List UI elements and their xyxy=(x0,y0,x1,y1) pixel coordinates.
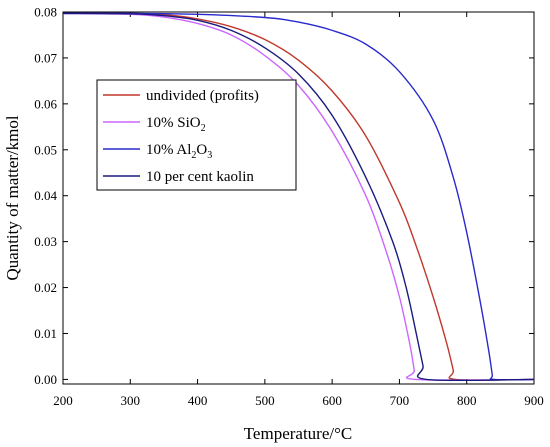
x-tick-label: 200 xyxy=(53,393,73,408)
y-tick-label: 0.07 xyxy=(34,50,57,65)
legend-box xyxy=(96,79,297,191)
y-tick-label: 0.06 xyxy=(34,96,57,111)
x-tick-label: 500 xyxy=(255,393,275,408)
plot-area-frame xyxy=(62,11,535,385)
y-tick-label: 0.01 xyxy=(34,326,57,341)
y-axis-title: Quantity of matter/kmol xyxy=(3,115,22,281)
x-tick-label: 300 xyxy=(121,393,141,408)
legend-label-4: 10 per cent kaolin xyxy=(146,169,254,185)
y-tick-label: 0.03 xyxy=(34,234,57,249)
y-tick-label: 0.05 xyxy=(34,142,57,157)
legend-label-1: undivided (profits) xyxy=(146,88,259,104)
x-tick-label: 400 xyxy=(188,393,208,408)
y-tick-label: 0.00 xyxy=(34,372,57,387)
legend-label-2: 10% SiO2 xyxy=(146,115,206,134)
series-line-4 xyxy=(62,12,535,382)
series-line-3 xyxy=(62,12,535,381)
series-line-1 xyxy=(62,12,535,381)
x-tick-label: 800 xyxy=(457,393,477,408)
x-axis-title: Temperature/°C xyxy=(244,424,353,443)
series-layer xyxy=(62,12,535,382)
ticks-layer: 200 300 400 500 600 700 800 900 0.00 0.01 0.02 0.03… xyxy=(34,5,544,409)
x-tick-label: 700 xyxy=(390,393,410,408)
x-tick-label: 600 xyxy=(322,393,342,408)
y-tick-label: 0.02 xyxy=(34,280,57,295)
series-line-2 xyxy=(62,12,535,381)
y-tick-label: 0.08 xyxy=(34,5,57,20)
legend-label-3: 10% Al2O3 xyxy=(146,142,212,161)
legend: undivided (profits) 10% SiO2 10% Al2O3 10 p… xyxy=(96,79,297,191)
y-tick-label: 0.04 xyxy=(34,188,57,203)
x-tick-label: 900 xyxy=(524,393,544,408)
